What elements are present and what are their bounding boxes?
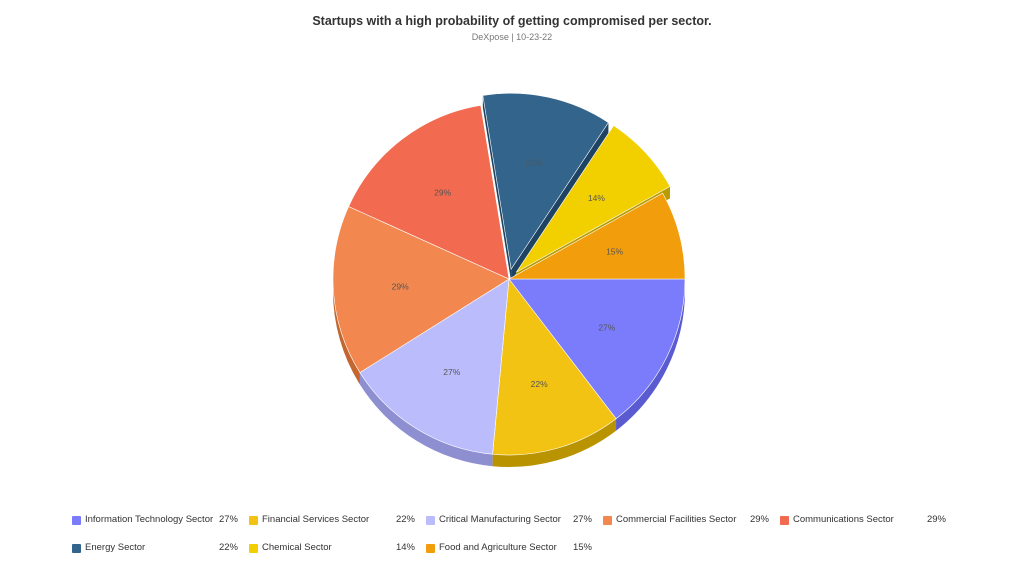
legend-row: Information Technology Sector 27% Financ… xyxy=(72,512,972,540)
legend-label: Food and Agriculture Sector xyxy=(439,542,557,553)
pie-slice-chemical-sector[interactable] xyxy=(516,125,671,273)
chart-title: Startups with a high probability of gett… xyxy=(312,14,712,28)
pie-edge-energy-sector-1 xyxy=(511,122,609,282)
pie-edge-energy-sector-0 xyxy=(482,95,512,282)
pie-slice-critical-manufacturing-sector[interactable] xyxy=(359,278,510,455)
legend-item-communications[interactable]: Communications Sector 29% xyxy=(780,512,952,530)
legend-swatch xyxy=(72,516,81,525)
pie-side-critical-manufacturing-sector xyxy=(359,372,493,467)
pie-label-financial-services-sector: 22% xyxy=(531,379,548,389)
legend-item-chemical[interactable]: Chemical Sector 14% xyxy=(249,540,421,558)
pie-label-critical-manufacturing-sector: 27% xyxy=(443,367,460,377)
pie-slice-energy-sector[interactable] xyxy=(482,92,609,271)
pie-slice-financial-services-sector[interactable] xyxy=(492,278,617,456)
legend-swatch xyxy=(603,516,612,525)
legend-value: 22% xyxy=(395,514,415,525)
pie-label-information-technology-sector: 27% xyxy=(598,322,615,332)
legend-value: 27% xyxy=(218,514,238,525)
legend-value: 14% xyxy=(395,542,415,553)
legend-swatch xyxy=(249,516,258,525)
legend-value: 15% xyxy=(572,542,592,553)
pie-side-information-technology-sector xyxy=(616,279,685,431)
legend-label: Energy Sector xyxy=(85,542,146,553)
chart-subtitle: DeXpose | 10-23-22 xyxy=(471,32,553,42)
legend-item-information-technology[interactable]: Information Technology Sector 27% xyxy=(72,512,244,530)
pie-slice-information-technology-sector[interactable] xyxy=(508,278,686,420)
pie-label-food-and-agriculture-sector: 15% xyxy=(606,247,623,257)
legend-value: 29% xyxy=(749,514,769,525)
legend-swatch xyxy=(426,516,435,525)
legend-item-critical-manufacturing[interactable]: Critical Manufacturing Sector 27% xyxy=(426,512,598,530)
pie-slice-communications-sector[interactable] xyxy=(348,104,510,280)
legend-swatch xyxy=(780,516,789,525)
legend-swatch xyxy=(249,544,258,553)
legend-item-energy[interactable]: Energy Sector 22% xyxy=(72,540,244,558)
pie-label-chemical-sector: 14% xyxy=(588,193,605,203)
legend-swatch xyxy=(72,544,81,553)
legend-item-food-and-agriculture[interactable]: Food and Agriculture Sector 15% xyxy=(426,540,598,558)
legend-label: Financial Services Sector xyxy=(262,514,370,525)
legend-item-financial-services[interactable]: Financial Services Sector 22% xyxy=(249,512,421,530)
pie-side-financial-services-sector xyxy=(492,418,617,467)
legend-value: 27% xyxy=(572,514,592,525)
pie-slice-food-and-agriculture-sector[interactable] xyxy=(507,192,686,280)
legend-label: Commercial Facilities Sector xyxy=(616,514,737,525)
pie-side-commercial-facilities-sector xyxy=(333,279,360,385)
pie-label-commercial-facilities-sector: 29% xyxy=(392,281,409,291)
pie-chart[interactable]: 27% 22% 27% 29% 29% 22% 14% 15% xyxy=(0,0,1024,500)
legend-row: Energy Sector 22% Chemical Sector 14% Fo… xyxy=(72,540,972,568)
legend-label: Critical Manufacturing Sector xyxy=(439,514,561,525)
legend-value: 22% xyxy=(218,542,238,553)
pie-slice-commercial-facilities-sector[interactable] xyxy=(332,206,510,373)
legend-label: Communications Sector xyxy=(793,514,894,525)
legend-value: 29% xyxy=(926,514,946,525)
pie-label-communications-sector: 29% xyxy=(434,187,451,197)
pie-label-energy-sector: 22% xyxy=(526,158,543,168)
legend-label: Chemical Sector xyxy=(262,542,332,553)
legend-label: Information Technology Sector xyxy=(85,514,214,525)
legend-item-commercial-facilities[interactable]: Commercial Facilities Sector 29% xyxy=(603,512,775,530)
legend-swatch xyxy=(426,544,435,553)
chart-legend: Information Technology Sector 27% Financ… xyxy=(72,512,972,568)
